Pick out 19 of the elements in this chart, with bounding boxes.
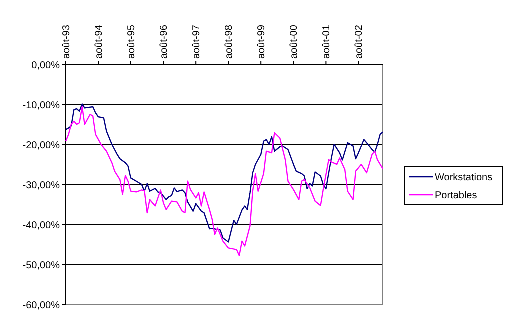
- x-tick-label: août-02: [354, 24, 366, 59]
- x-tick-label: août-99: [256, 24, 268, 59]
- legend-label: Workstations: [435, 172, 493, 184]
- legend-label: Portables: [435, 190, 478, 202]
- y-tick-label: 0,00%: [32, 60, 60, 72]
- x-tick-label: août-93: [62, 24, 72, 59]
- y-tick-label: -50,00%: [22, 260, 60, 272]
- x-tick-label: août-96: [159, 24, 170, 59]
- x-tick-label: août-97: [192, 24, 203, 59]
- y-tick-label: -30,00%: [22, 180, 60, 192]
- y-tick-label: -60,00%: [22, 300, 60, 312]
- x-tick-label: août-00: [289, 24, 300, 59]
- y-tick-label: -10,00%: [22, 100, 60, 112]
- x-tick-label: août-01: [322, 24, 333, 59]
- x-tick-label: août-95: [126, 24, 138, 59]
- x-tick-label: août-98: [224, 24, 236, 59]
- x-tick-label: août-94: [94, 24, 105, 59]
- y-tick-label: -40,00%: [22, 220, 60, 232]
- y-tick-label: -20,00%: [22, 140, 60, 152]
